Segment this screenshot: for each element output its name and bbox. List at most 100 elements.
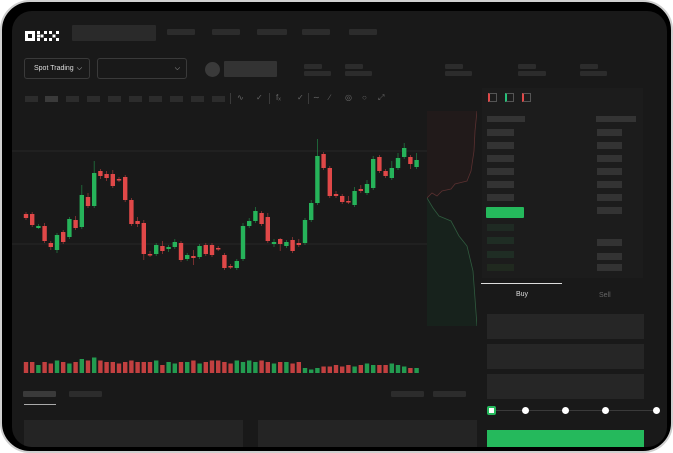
stat-value xyxy=(345,71,372,76)
bid-amount xyxy=(597,253,622,260)
volume-bar xyxy=(73,362,78,373)
candle-body xyxy=(383,171,388,176)
orderbook-sell-icon[interactable] xyxy=(522,93,531,102)
stat-label xyxy=(580,64,598,69)
chevron-down-icon[interactable]: ✓ xyxy=(297,93,304,102)
candle-body xyxy=(302,220,308,243)
nav-item[interactable] xyxy=(212,29,240,35)
candle-body xyxy=(377,157,382,171)
timeframe-button[interactable] xyxy=(191,96,204,102)
nav-item[interactable] xyxy=(302,29,330,35)
volume-bar xyxy=(116,363,122,373)
candle-body xyxy=(110,174,115,186)
volume-bar xyxy=(228,363,233,373)
candle-body xyxy=(395,158,401,168)
target-icon[interactable]: ○ xyxy=(362,93,367,102)
volume-bar xyxy=(129,360,134,373)
chevron-down-icon: ⌵ xyxy=(174,64,180,72)
app-screen: Spot Trading ⌵ ⌵ ∿ ✓ fₓ ✓ ∼ ∕ ◎ ○ ⤢ xyxy=(12,11,667,447)
tab-buy[interactable]: Buy xyxy=(516,291,529,298)
amount-input[interactable] xyxy=(487,344,644,369)
candle-body xyxy=(135,221,140,224)
tab-order-history[interactable] xyxy=(69,391,102,397)
volume-bar xyxy=(54,360,60,373)
market-type-select[interactable]: Spot Trading ⌵ xyxy=(24,58,90,79)
volume-bar xyxy=(383,365,388,373)
slider-mark[interactable] xyxy=(562,407,569,414)
slider-mark[interactable] xyxy=(522,407,529,414)
volume-bar xyxy=(147,362,153,373)
search-bar[interactable] xyxy=(72,25,156,41)
volume-bar xyxy=(315,368,320,373)
timeframe-button[interactable] xyxy=(87,96,100,102)
volume-bar xyxy=(110,362,115,373)
volume-bar xyxy=(79,359,84,373)
indicator-icon[interactable]: fₓ xyxy=(276,93,281,102)
ask-price xyxy=(487,142,514,149)
candle-body xyxy=(408,157,413,164)
volume-bar xyxy=(377,365,382,373)
orderbook-buy-icon[interactable] xyxy=(505,93,514,102)
filter-button[interactable] xyxy=(391,391,424,397)
okx-logo[interactable] xyxy=(25,28,59,41)
nav-item[interactable] xyxy=(257,29,287,35)
trading-pair-select[interactable]: ⌵ xyxy=(97,58,187,79)
volume-bar xyxy=(389,363,394,373)
timeframe-button[interactable] xyxy=(45,96,58,102)
divider xyxy=(269,93,270,104)
ask-price xyxy=(487,181,514,188)
timeframe-button[interactable] xyxy=(170,96,183,102)
candle-body xyxy=(284,242,289,246)
chevron-down-icon[interactable]: ✓ xyxy=(256,93,263,102)
total-input[interactable] xyxy=(487,374,644,399)
volume-bar xyxy=(402,366,407,373)
chart-type-icon[interactable]: ∿ xyxy=(237,93,244,102)
timeframe-button[interactable] xyxy=(25,96,38,102)
timeframe-button[interactable] xyxy=(108,96,121,102)
filter-button[interactable] xyxy=(433,391,466,397)
line-tool-icon[interactable]: ∼ xyxy=(313,93,320,102)
candle-body xyxy=(278,239,283,244)
candle-body xyxy=(154,245,159,254)
ask-price xyxy=(487,155,514,162)
timeframe-button[interactable] xyxy=(129,96,142,102)
candle-body xyxy=(402,148,407,157)
slider-mark[interactable] xyxy=(653,407,660,414)
candle-body xyxy=(54,235,60,250)
candle-body xyxy=(197,246,202,257)
volume-bar xyxy=(123,362,128,373)
price-input[interactable] xyxy=(487,314,644,339)
volume-bar xyxy=(36,365,41,373)
orderbook-header xyxy=(487,116,525,122)
tab-open-orders[interactable] xyxy=(23,391,56,397)
candle-body xyxy=(346,201,351,203)
ruler-icon[interactable]: ∕ xyxy=(329,93,331,102)
nav-item[interactable] xyxy=(349,29,377,35)
bid-price xyxy=(487,224,514,231)
candle-body xyxy=(79,195,84,227)
volume-bar xyxy=(259,360,264,373)
volume-bar xyxy=(216,360,221,373)
buy-button[interactable] xyxy=(487,430,644,447)
ask-amount xyxy=(597,168,622,175)
candlestick-chart[interactable] xyxy=(12,107,482,377)
percent-slider-handle[interactable] xyxy=(487,406,496,415)
candle-body xyxy=(321,154,326,168)
timeframe-button[interactable] xyxy=(66,96,79,102)
ask-depth-area xyxy=(427,111,477,198)
okx-logo-icon xyxy=(25,31,59,41)
candle-body xyxy=(290,240,295,251)
timeframe-button[interactable] xyxy=(149,96,162,102)
tab-sell[interactable]: Sell xyxy=(599,292,611,299)
orderbook-both-icon[interactable] xyxy=(488,93,497,102)
camera-icon[interactable]: ◎ xyxy=(345,93,352,102)
last-price-badge xyxy=(486,207,524,218)
percent-slider-track[interactable] xyxy=(492,410,658,411)
fullscreen-icon[interactable]: ⤢ xyxy=(378,93,385,102)
timeframe-button[interactable] xyxy=(212,96,225,102)
candle-body xyxy=(185,255,190,259)
nav-item[interactable] xyxy=(167,29,195,35)
candle-body xyxy=(23,214,29,218)
slider-mark[interactable] xyxy=(602,407,609,414)
